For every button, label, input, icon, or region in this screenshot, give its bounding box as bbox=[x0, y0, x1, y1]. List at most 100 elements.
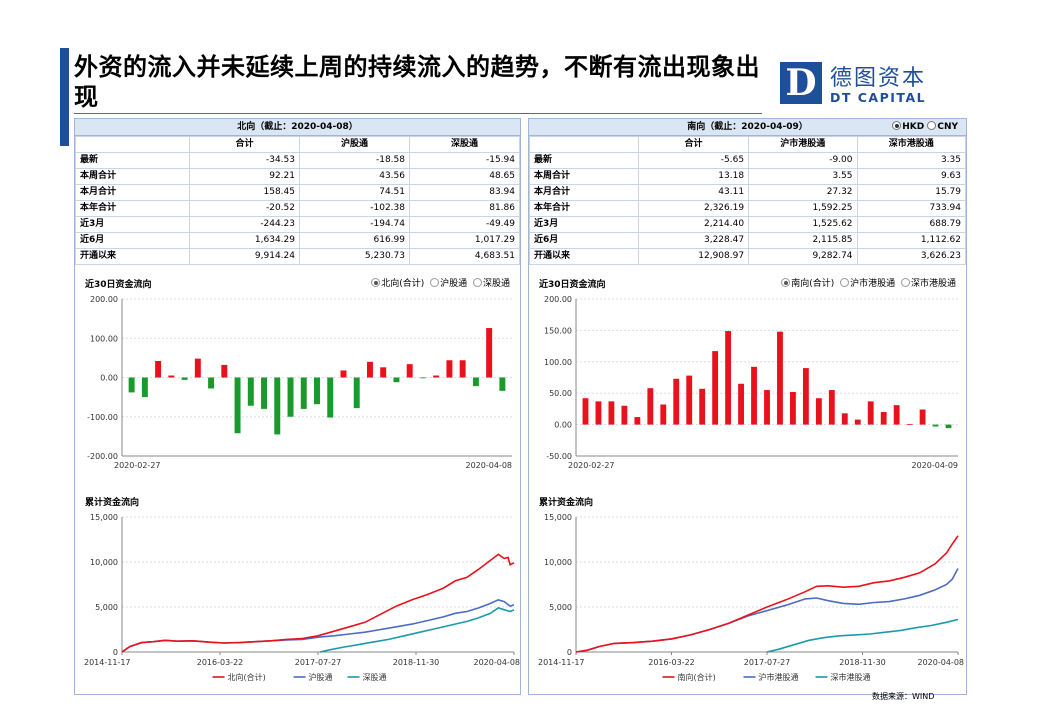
bar bbox=[621, 405, 628, 425]
table-cell: 83.94 bbox=[409, 184, 520, 201]
table-row: 本周合计 13.18 3.55 9.63 bbox=[529, 168, 967, 185]
table-corner-cell bbox=[75, 136, 190, 153]
row-label: 本周合计 bbox=[529, 168, 639, 185]
y-tick-label: 50.00 bbox=[549, 389, 572, 398]
table-cell: 1,525.62 bbox=[748, 216, 858, 233]
bar bbox=[141, 377, 148, 398]
bar bbox=[945, 424, 952, 429]
north-option-sz[interactable]: 深股通 bbox=[470, 278, 510, 289]
bar bbox=[327, 377, 334, 418]
south-option-sz[interactable]: 深市港股通 bbox=[898, 278, 956, 289]
row-label: 本周合计 bbox=[75, 168, 190, 185]
bar bbox=[499, 377, 506, 391]
radio-selected-icon bbox=[371, 278, 381, 287]
table-header-row: 合计 沪股通 深股通 bbox=[75, 136, 520, 153]
currency-option-hkd[interactable]: HKD bbox=[892, 121, 925, 132]
bar bbox=[932, 424, 939, 427]
legend-label: 沪股通 bbox=[309, 672, 333, 682]
table-cell: 733.94 bbox=[856, 200, 967, 217]
currency-selector: HKD CNY bbox=[892, 121, 958, 133]
north-option-sh[interactable]: 沪股通 bbox=[427, 278, 468, 289]
table-cell: 92.21 bbox=[189, 168, 300, 185]
row-label: 本年合计 bbox=[529, 200, 639, 217]
row-label: 开通以来 bbox=[529, 248, 639, 265]
option-label: 深市港股通 bbox=[910, 279, 956, 289]
legend-label: 北向(合计) bbox=[228, 672, 266, 682]
north-option-total[interactable]: 北向(合计) bbox=[368, 278, 424, 289]
option-label: HKD bbox=[902, 122, 925, 132]
bar bbox=[828, 390, 835, 425]
company-logo: D 德图资本 DT CAPITAL bbox=[780, 62, 940, 112]
bar bbox=[725, 331, 732, 425]
table-cell: 2,326.19 bbox=[637, 200, 750, 217]
logo-mark-letter: D bbox=[785, 62, 817, 104]
south-option-total[interactable]: 南向(合计) bbox=[778, 278, 834, 289]
table-cell: 43.11 bbox=[637, 184, 750, 201]
y-tick-label: 0.00 bbox=[100, 374, 118, 383]
option-label: 沪股通 bbox=[440, 279, 468, 289]
table-cell: 4,683.51 bbox=[409, 248, 520, 265]
radio-icon bbox=[472, 278, 482, 287]
column-header-sz-hk-connect: 深市港股通 bbox=[856, 136, 967, 153]
bar bbox=[366, 361, 373, 378]
table-cell: -244.23 bbox=[189, 216, 300, 233]
row-label: 近3月 bbox=[529, 216, 639, 233]
south-option-sh[interactable]: 沪市港股通 bbox=[837, 278, 895, 289]
north-flow-selector: 北向(合计) 沪股通 深股通 bbox=[368, 276, 510, 289]
column-header-sh-hk-connect: 沪市港股通 bbox=[748, 136, 858, 153]
legend-label: 深市港股通 bbox=[831, 672, 871, 682]
bar bbox=[738, 383, 744, 425]
north-cumulative-chart-title: 累计资金流向 bbox=[85, 498, 140, 508]
x-tick-label: 2016-03-22 bbox=[197, 658, 244, 667]
bar bbox=[790, 391, 796, 425]
radio-icon bbox=[900, 278, 910, 287]
bar bbox=[393, 377, 400, 383]
y-tick-label: 150.00 bbox=[544, 326, 572, 335]
series-line bbox=[121, 553, 515, 653]
row-label: 本月合计 bbox=[75, 184, 190, 201]
bar bbox=[128, 377, 135, 393]
table-cell: -20.52 bbox=[189, 200, 300, 217]
table-cell: 3.35 bbox=[856, 152, 967, 169]
bar bbox=[419, 377, 426, 379]
south-flow-selector: 南向(合计) 沪市港股通 深市港股通 bbox=[778, 276, 956, 289]
bar bbox=[608, 401, 615, 425]
y-tick-label: 10,000 bbox=[90, 558, 118, 567]
bar bbox=[841, 413, 848, 425]
table-row: 近3月 2,214.40 1,525.62 688.79 bbox=[529, 216, 967, 233]
table-row: 本月合计 158.45 74.51 83.94 bbox=[75, 184, 520, 201]
series-line bbox=[575, 568, 959, 653]
logo-mark-box bbox=[780, 62, 822, 104]
radio-icon bbox=[840, 278, 850, 287]
title-underline bbox=[74, 113, 762, 114]
row-label: 最新 bbox=[529, 152, 639, 169]
x-tick-label: 2018-11-30 bbox=[393, 658, 440, 667]
y-tick-label: -50.00 bbox=[546, 452, 572, 461]
title-accent-bar bbox=[60, 48, 69, 146]
currency-option-cny[interactable]: CNY bbox=[927, 121, 958, 132]
bar bbox=[919, 409, 926, 425]
bar bbox=[433, 375, 440, 378]
table-row: 本年合计 -20.52 -102.38 81.86 bbox=[75, 200, 520, 217]
bar bbox=[446, 360, 453, 378]
bar bbox=[181, 377, 188, 380]
table-cell: 2,115.85 bbox=[748, 232, 858, 249]
bar bbox=[595, 401, 602, 425]
x-tick-label: 2020-04-08 bbox=[918, 658, 965, 667]
southbound-panel: 南向（截止：2020-04-09） HKD CNY 合计 沪市港股通 深市港股通… bbox=[528, 118, 967, 695]
northbound-summary-table: 合计 沪股通 深股通 最新 -34.53 -18.58 -15.94 本周合计 92.21… bbox=[75, 136, 520, 265]
bar bbox=[406, 364, 413, 378]
table-row: 近3月 -244.23 -194.74 -49.49 bbox=[75, 216, 520, 233]
bar bbox=[353, 377, 360, 409]
row-label: 近6月 bbox=[75, 232, 190, 249]
bar bbox=[906, 423, 913, 425]
x-tick-label: 2016-03-22 bbox=[648, 658, 695, 667]
table-cell: 43.56 bbox=[299, 168, 410, 185]
table-row: 开通以来 12,908.97 9,282.74 3,626.23 bbox=[529, 248, 967, 265]
legend-label: 沪市港股通 bbox=[759, 672, 799, 682]
bar bbox=[880, 412, 887, 425]
table-row: 最新 -5.65 -9.00 3.35 bbox=[529, 152, 967, 169]
row-label: 近6月 bbox=[529, 232, 639, 249]
